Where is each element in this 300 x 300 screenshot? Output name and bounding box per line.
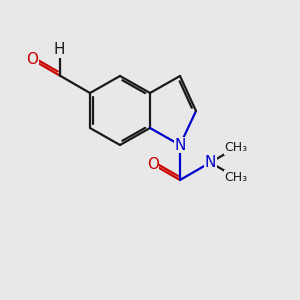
Text: H: H — [54, 42, 65, 57]
Text: O: O — [147, 157, 159, 172]
Text: CH₃: CH₃ — [224, 141, 248, 154]
Text: CH₃: CH₃ — [224, 171, 248, 184]
Text: O: O — [26, 52, 38, 67]
Text: N: N — [205, 155, 216, 170]
Text: N: N — [174, 137, 186, 152]
